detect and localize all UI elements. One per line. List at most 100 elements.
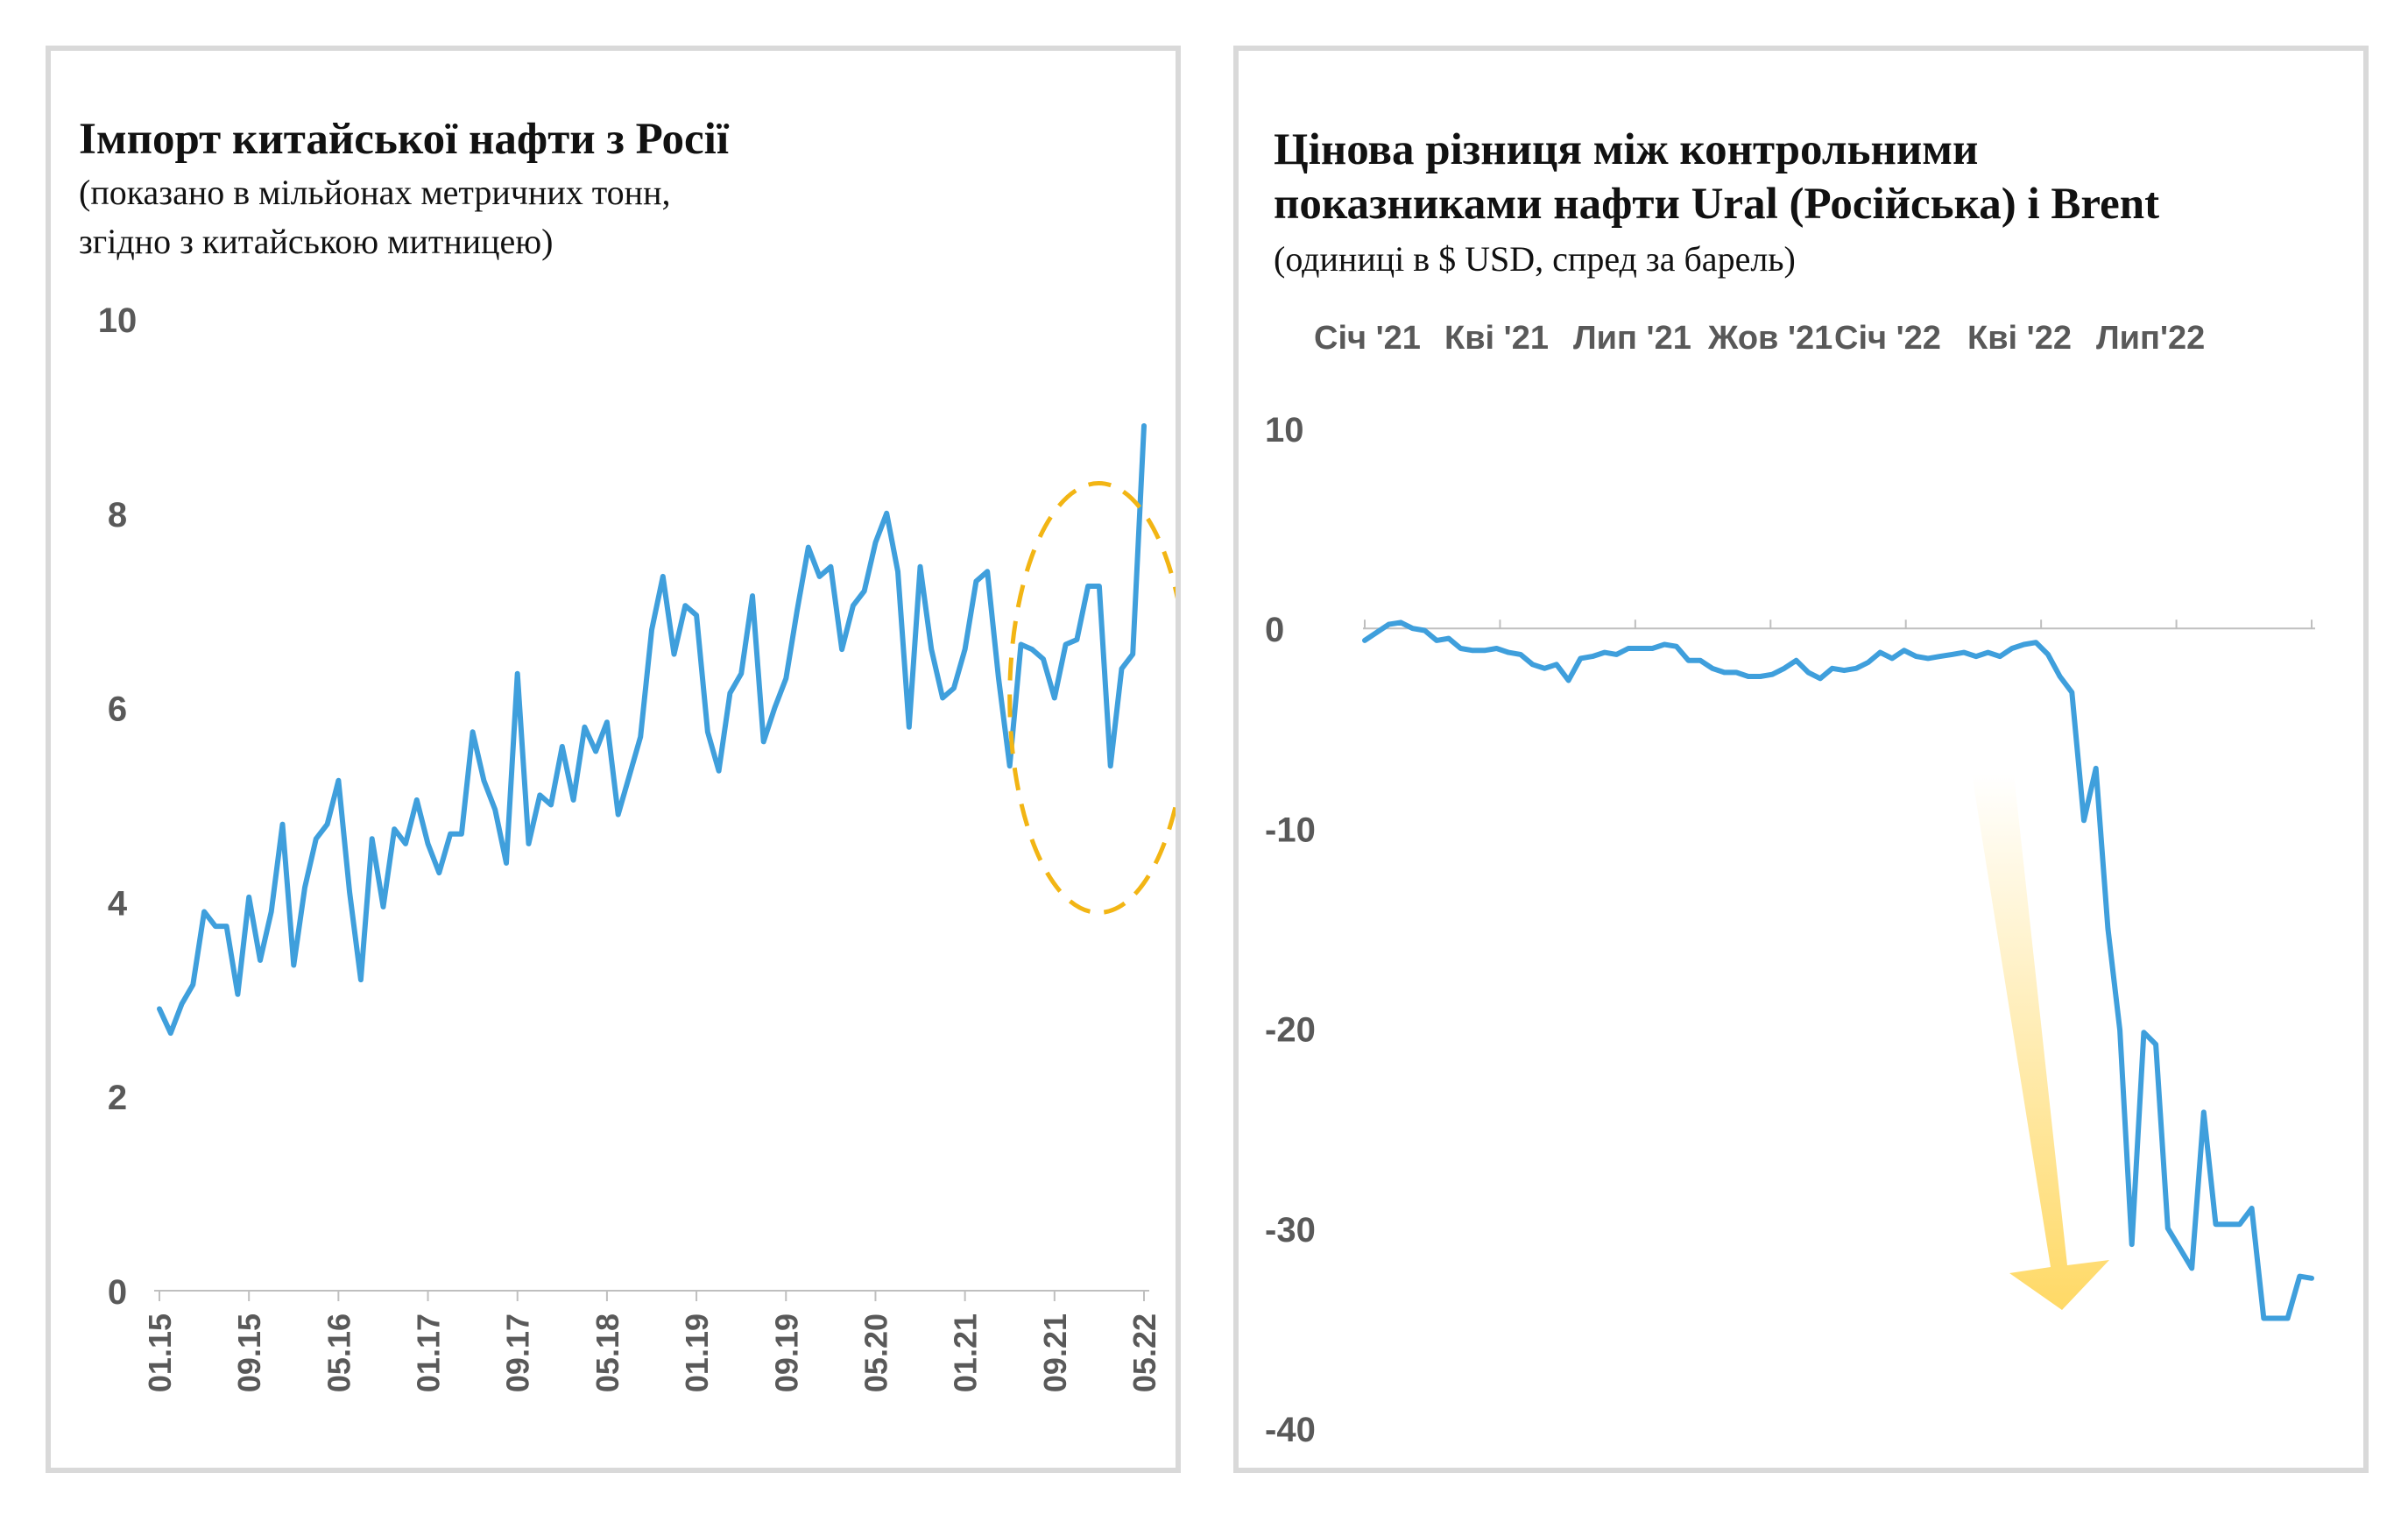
data-point [213, 924, 218, 929]
data-point [1626, 646, 1631, 651]
data-point [2225, 1221, 2230, 1227]
data-point [1889, 655, 1895, 661]
data-point [291, 963, 296, 967]
data-point [1410, 626, 1416, 631]
data-point [1482, 648, 1487, 653]
data-point [918, 564, 922, 570]
data-point [1938, 654, 1943, 659]
data-point [224, 924, 230, 929]
data-point [1710, 666, 1715, 671]
data-point [2117, 1028, 2122, 1033]
data-point [280, 822, 285, 827]
data-point [1130, 652, 1135, 657]
data-point [426, 841, 430, 846]
data-point [168, 1030, 173, 1036]
data-point [504, 860, 509, 866]
data-point [1602, 650, 1607, 655]
data-point [2237, 1221, 2242, 1227]
data-point [1638, 646, 1643, 651]
data-point [2033, 640, 2038, 645]
data-point [783, 676, 788, 681]
data-point [593, 749, 598, 754]
data-point [335, 778, 341, 783]
data-point [1494, 646, 1499, 651]
data-point [996, 676, 1001, 681]
data-point [2249, 1206, 2255, 1211]
data-point [392, 826, 397, 832]
series-line-ural-brent-spread [1362, 619, 2314, 1321]
data-point [492, 807, 498, 812]
data-point [1007, 763, 1013, 768]
data-point [973, 578, 978, 584]
data-point [436, 870, 441, 875]
x-tick-label: 01.19 [679, 1313, 715, 1392]
data-point [1422, 628, 1427, 633]
data-point [1866, 660, 1871, 665]
data-point [2058, 674, 2063, 679]
y-tick-label: -10 [1265, 811, 1316, 849]
data-point [1746, 674, 1751, 679]
data-point [2214, 1221, 2218, 1227]
data-point [2081, 818, 2087, 823]
data-point [1902, 648, 1907, 653]
data-point [358, 977, 364, 982]
data-point [1794, 658, 1799, 663]
y-tick-label: 10 [98, 301, 138, 340]
data-point [1877, 650, 1882, 655]
data-point [1097, 584, 1102, 589]
data-point [1997, 654, 2002, 659]
data-point [761, 739, 766, 744]
data-point [1108, 763, 1113, 768]
left-line-chart: 0 2 4 6 8 10 01.15 09.15 05.16 01.17 09.17 05.18 01.… [98, 301, 1176, 1392]
data-point [2285, 1316, 2291, 1320]
data-point [862, 589, 867, 593]
data-point [1041, 656, 1046, 662]
data-point [1566, 678, 1571, 683]
y-tick-label: -30 [1265, 1211, 1316, 1250]
x-tick-label: Жов '21 [1707, 320, 1832, 357]
data-point [1925, 655, 1931, 661]
x-tick-label: Кві '21 [1444, 320, 1549, 357]
data-point [1434, 638, 1439, 643]
right-chart-title-line-2: показниками нафти Ural (Російська) і Bre… [1274, 180, 2160, 229]
right-chart-panel: Цінова різниця між контрольними показник… [1233, 46, 2369, 1473]
data-point [1578, 655, 1583, 661]
data-point [526, 841, 531, 846]
data-point [2009, 646, 2015, 651]
data-point [806, 545, 811, 550]
data-point [1614, 652, 1619, 657]
left-chart-title: Імпорт китайської нафти з Росії [79, 115, 729, 164]
right-line-chart: 10 0 -10 -20 -30 -40 Січ '21 Кві '21 Лип '21 Жов … [1265, 320, 2315, 1449]
data-point [2309, 1276, 2314, 1281]
left-chart-subtitle-line-2: згідно з китайською митницею) [79, 222, 554, 261]
data-point [2153, 1042, 2158, 1047]
data-point [727, 690, 732, 696]
data-point [839, 647, 844, 652]
data-point [1085, 584, 1091, 589]
data-point [2105, 926, 2110, 931]
data-point [627, 773, 632, 778]
right-chart-subtitle: (одиниці в $ USD, спред за барель) [1274, 239, 1796, 279]
data-point [1818, 676, 1823, 681]
highlight-oval [1007, 481, 1176, 915]
data-point [582, 725, 587, 730]
data-point [2297, 1274, 2302, 1279]
data-point [1974, 654, 1979, 659]
data-point [1662, 642, 1667, 647]
left-chart-subtitle-line-1: (показано в мільйонах метричних тонн, [79, 173, 671, 212]
data-point [817, 574, 823, 579]
data-point [1854, 666, 1859, 671]
data-point [694, 612, 699, 618]
data-point [851, 603, 856, 608]
down-arrow-annotation [1972, 774, 2109, 1310]
y-tick-label: -40 [1265, 1411, 1316, 1449]
y-tick-label: 8 [108, 496, 127, 534]
data-point [1841, 668, 1847, 673]
y-tick-label: 6 [108, 690, 127, 729]
data-point [1374, 630, 1380, 635]
data-point [907, 725, 912, 730]
right-title-block: Цінова різниця між контрольними показник… [1274, 123, 2159, 284]
data-point [672, 652, 676, 657]
data-point [2189, 1265, 2194, 1271]
y-tick-label: -20 [1265, 1011, 1316, 1050]
